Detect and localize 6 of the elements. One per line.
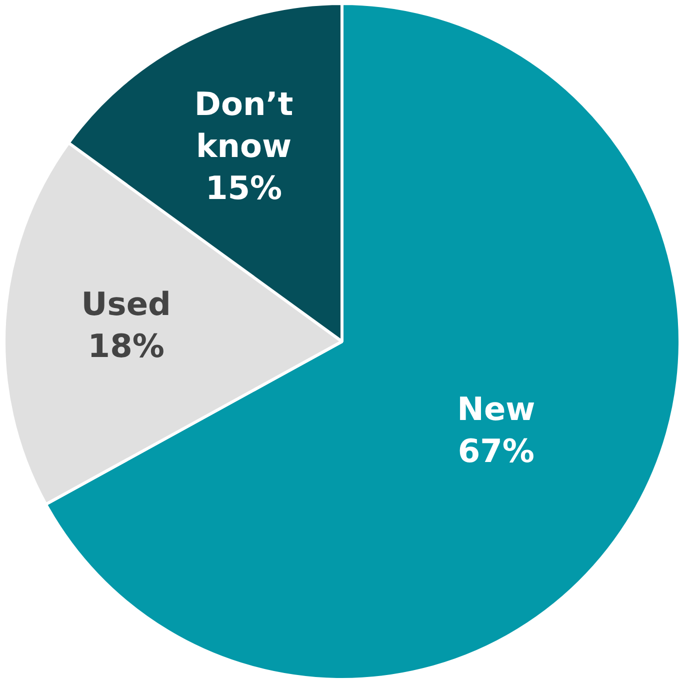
data-label: 15% <box>205 169 282 208</box>
slice-label: New <box>457 390 536 428</box>
slice-label: Used <box>81 285 171 324</box>
slice-label: Don’t know <box>194 85 294 166</box>
data-label: 18% <box>88 327 164 366</box>
data-label: 67% <box>458 432 534 470</box>
